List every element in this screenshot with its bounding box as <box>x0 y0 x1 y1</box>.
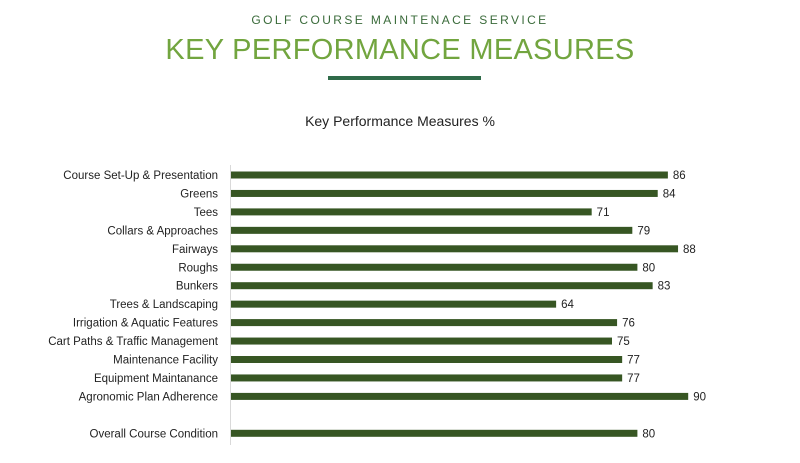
category-label: Collars & Approaches <box>107 225 218 237</box>
page-title: KEY PERFORMANCE MEASURES <box>165 34 635 66</box>
value-label: 90 <box>693 391 706 403</box>
value-label: 88 <box>683 244 696 256</box>
bar <box>231 374 623 382</box>
value-label: 77 <box>627 355 640 367</box>
category-label: Roughs <box>178 262 218 274</box>
category-label: Irrigation & Aquatic Features <box>73 318 218 330</box>
bar <box>231 337 612 345</box>
value-label: 84 <box>663 188 676 200</box>
category-label: Bunkers <box>176 281 218 293</box>
bar <box>231 300 557 308</box>
category-label: Maintenance Facility <box>113 355 218 367</box>
value-label: 80 <box>642 428 655 440</box>
bar <box>231 263 638 271</box>
value-label: 80 <box>642 262 655 274</box>
title-underline <box>328 76 481 80</box>
value-label: 79 <box>637 225 650 237</box>
chart-title: Key Performance Measures % <box>305 113 495 129</box>
category-label: Tees <box>194 207 219 219</box>
value-label: 77 <box>627 373 640 385</box>
bar <box>231 245 679 253</box>
bar <box>231 189 658 197</box>
bar <box>231 429 638 437</box>
bar <box>231 356 623 363</box>
bar <box>231 319 618 327</box>
value-label: 71 <box>597 207 610 219</box>
category-label: Equipment Maintanance <box>94 373 218 385</box>
value-label: 64 <box>561 299 574 311</box>
header-subtitle: GOLF COURSE MAINTENACE SERVICE <box>251 13 549 27</box>
category-label: Trees & Landscaping <box>110 299 218 311</box>
value-label: 83 <box>658 281 671 293</box>
bar <box>231 392 689 400</box>
value-label: 86 <box>673 170 686 182</box>
category-label: Overall Course Condition <box>90 428 218 440</box>
category-label: Fairways <box>172 244 218 256</box>
category-label: Agronomic Plan Adherence <box>79 391 218 403</box>
category-label: Course Set-Up & Presentation <box>63 170 218 182</box>
bar <box>231 171 668 179</box>
value-label: 75 <box>617 336 630 348</box>
bar <box>231 208 592 216</box>
bar <box>231 226 633 234</box>
bar <box>231 282 653 290</box>
category-label: Greens <box>180 188 218 200</box>
value-label: 76 <box>622 318 635 330</box>
category-label: Cart Paths & Traffic Management <box>48 336 219 348</box>
